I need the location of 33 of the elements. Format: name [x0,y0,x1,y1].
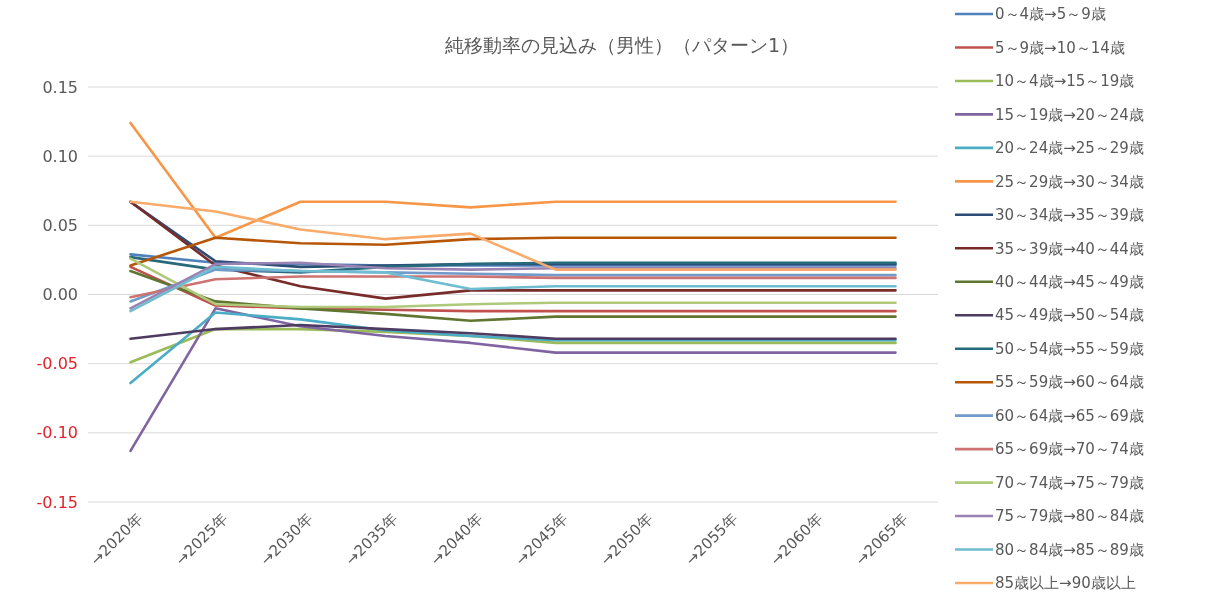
legend-label: 85歳以上→90歳以上 [995,574,1136,593]
line-series [129,236,897,267]
legend-label: 75～79歳→80～84歳 [995,507,1144,526]
line-series [129,200,897,300]
legend-label: 45～49歳→50～54歳 [995,306,1144,325]
y-tick-label: -0.10 [36,423,78,443]
legend-label: 15～19歳→20～24歳 [995,105,1144,124]
legend-label: 35～39歳→40～44歳 [995,239,1144,258]
y-tick-label: -0.05 [36,354,78,374]
line-series [129,307,897,453]
y-tick-label: 0.00 [42,285,78,305]
legend-label: 60～64歳→65～69歳 [995,406,1144,425]
line-series [129,323,897,341]
line-series [129,311,897,385]
legend-label: 40～44歳→45～49歳 [995,273,1144,292]
legend-label: 10～4歳→15～19歳 [995,72,1135,91]
legend-label: 55～59歳→60～64歳 [995,373,1144,392]
y-tick-label: 0.15 [42,77,78,97]
y-tick-label: 0.05 [42,215,78,235]
y-tick-label: -0.15 [36,492,78,512]
line-series [129,121,897,240]
legend-label: 30～34歳→35～39歳 [995,206,1144,225]
legend-label: 25～29歳→30～34歳 [995,172,1144,191]
chart-title: 純移動率の見込み（男性）（パターン1） [444,34,800,56]
legend-label: 65～69歳→70～74歳 [995,440,1144,459]
legend-label: 80～84歳→85～89歳 [995,540,1144,559]
legend-label: 0～4歳→5～9歳 [995,5,1106,24]
line-series [129,275,897,299]
legend-label: 50～54歳→55～59歳 [995,339,1144,358]
legend-label: 70～74歳→75～79歳 [995,473,1144,492]
legend-label: 20～24歳→25～29歳 [995,139,1144,158]
legend-label: 5～9歳→10～14歳 [995,38,1125,57]
y-tick-label: 0.10 [42,146,78,166]
